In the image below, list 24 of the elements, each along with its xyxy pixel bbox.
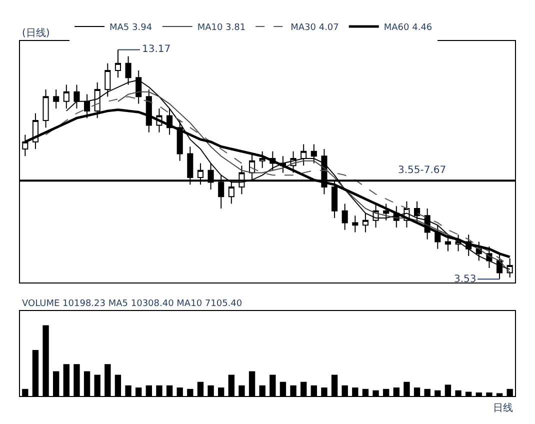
legend-label: MA10 3.81: [197, 23, 246, 34]
annotation: 13.17: [142, 44, 171, 55]
legend-label: MA30 4.07: [290, 23, 339, 34]
annotation: 3.53: [454, 274, 476, 285]
candlestick: [362, 212, 368, 233]
chart-title: VOLUME 10198.23 MA5 10308.40 MA10 7105.40: [22, 299, 242, 309]
candlestick: [74, 84, 80, 110]
candlestick: [300, 144, 307, 166]
candlestick: [444, 234, 451, 252]
candlestick: [352, 215, 358, 233]
candlestick: [42, 89, 49, 128]
candlestick: [310, 144, 317, 164]
candlestick: [414, 200, 420, 224]
annotation: 3.55-7.67: [398, 165, 446, 176]
candlestick: [259, 150, 266, 169]
legend-label: MA5 3.94: [110, 23, 152, 34]
candlestick: [114, 49, 121, 78]
legend-label: MA60 4.46: [384, 23, 432, 34]
text: 日线: [493, 402, 513, 414]
candlestick: [176, 120, 183, 162]
chart-title: (日线): [22, 27, 50, 39]
candlestick: [342, 203, 348, 230]
candlestick: [53, 89, 60, 110]
candlestick: [383, 203, 390, 221]
